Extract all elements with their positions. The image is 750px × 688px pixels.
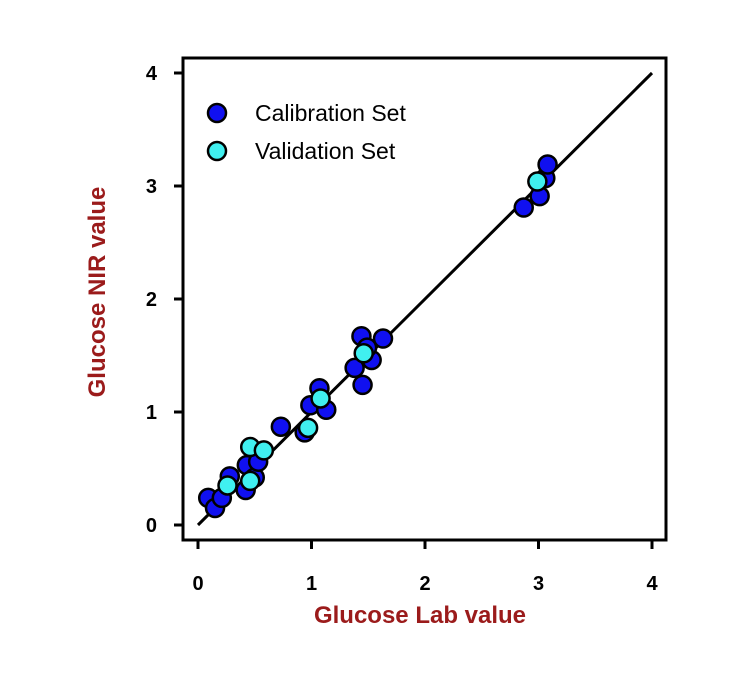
validation-point <box>253 440 275 461</box>
legend: Calibration Set Validation Set <box>206 100 406 164</box>
validation-point <box>297 417 319 439</box>
calibration-point <box>270 416 292 437</box>
legend-label: Calibration Set <box>255 100 406 126</box>
x-tick-label: 0 <box>192 573 203 595</box>
calibration-point <box>513 197 534 218</box>
y-tick-label: 1 <box>146 402 157 424</box>
validation-point <box>310 388 331 409</box>
calibration-point <box>372 328 394 349</box>
y-tick-label: 3 <box>146 176 157 198</box>
legend-marker-0 <box>206 102 228 124</box>
y-axis-label: Glucose NIR value <box>84 187 111 398</box>
validation-point <box>217 475 238 496</box>
validation-point <box>353 342 374 364</box>
calibration-point <box>352 374 373 396</box>
x-tick-label: 3 <box>533 573 544 595</box>
calibration-point <box>537 154 558 175</box>
x-tick-label: 4 <box>646 573 658 595</box>
x-tick-label: 2 <box>419 573 430 595</box>
legend-marker-1 <box>206 140 228 162</box>
y-tick-label: 4 <box>146 63 158 85</box>
x-axis-label: Glucose Lab value <box>314 602 526 629</box>
y-tick-label: 0 <box>146 515 157 537</box>
validation-point <box>239 470 261 492</box>
legend-label: Validation Set <box>255 138 396 164</box>
x-tick-label: 1 <box>306 573 317 595</box>
y-tick-label: 2 <box>146 289 157 311</box>
validation-point <box>527 171 548 192</box>
calibration-point <box>344 357 365 379</box>
